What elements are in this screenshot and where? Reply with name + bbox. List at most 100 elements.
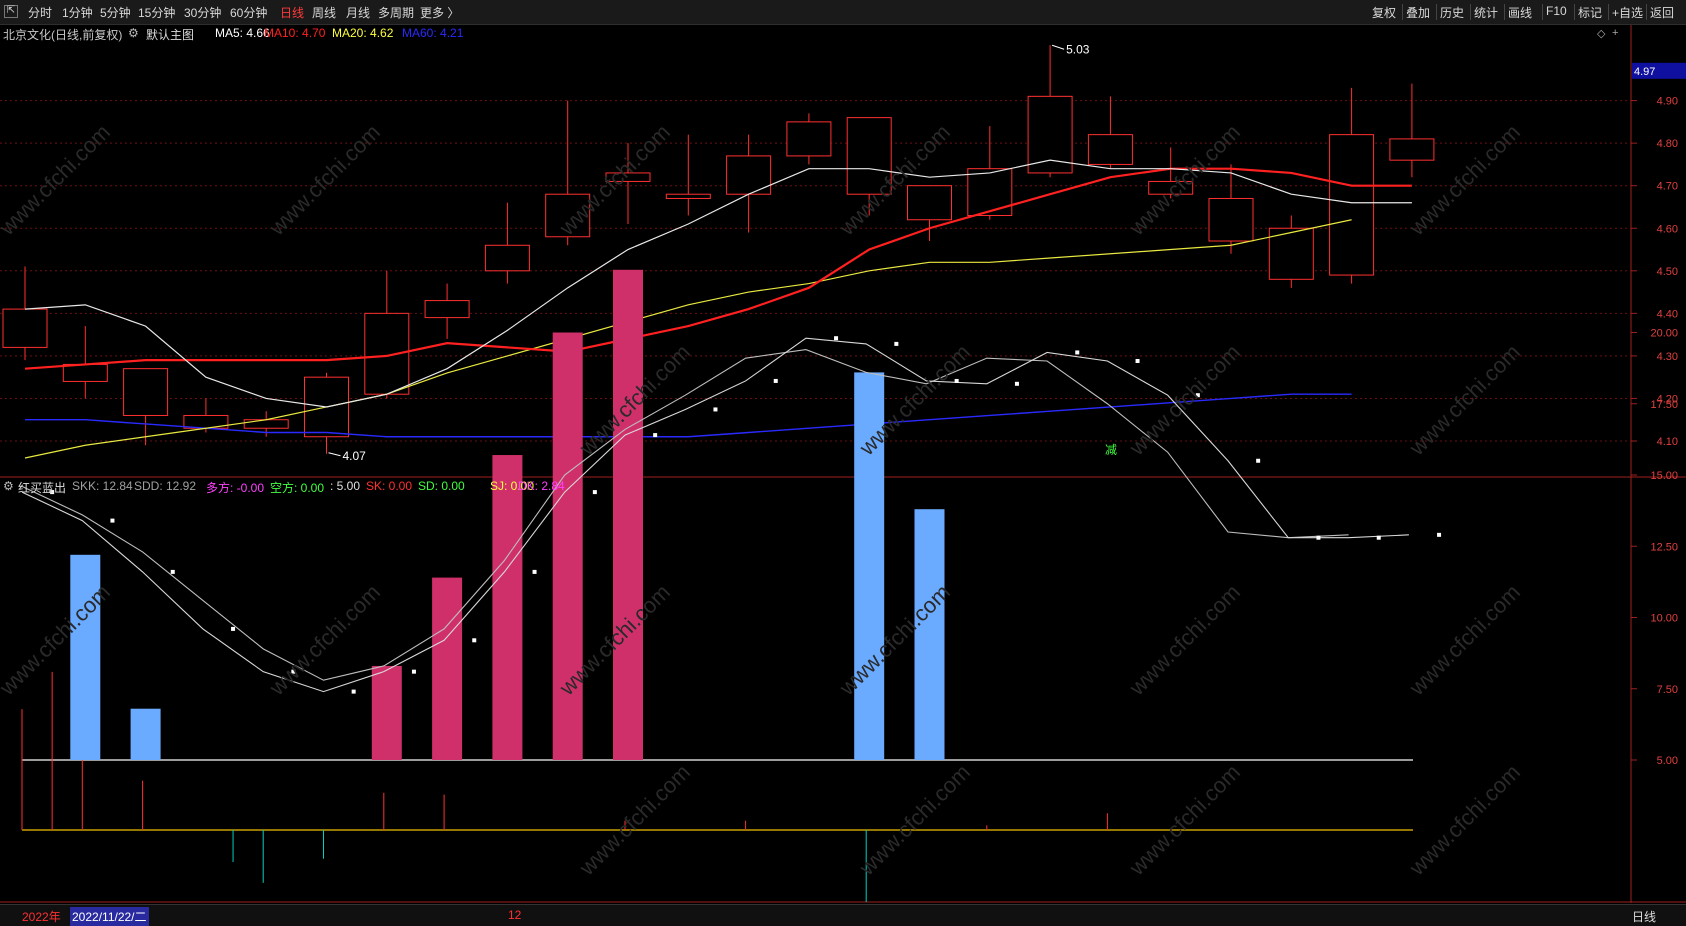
candle-body bbox=[786, 121, 832, 157]
candle-body bbox=[1389, 138, 1435, 161]
ma-label-1: MA10: 4.70 bbox=[264, 26, 326, 40]
sub-y-tick-label: 10.00 bbox=[1650, 613, 1678, 625]
candle-body bbox=[545, 193, 591, 238]
period-tab-10[interactable]: 更多 〉 bbox=[420, 6, 460, 20]
sdd-marker bbox=[1014, 381, 1019, 386]
toolbar-separator bbox=[1504, 4, 1505, 20]
watermark: www.cfchi.com bbox=[264, 579, 385, 700]
watermark: www.cfchi.com bbox=[264, 119, 385, 240]
toolbar-button-5[interactable]: F10 bbox=[1546, 4, 1567, 18]
period-tab-8[interactable]: 月线 bbox=[346, 6, 371, 20]
candle-body bbox=[1148, 180, 1194, 195]
candle-body bbox=[1268, 227, 1314, 280]
candle-body bbox=[304, 376, 349, 438]
period-tab-1[interactable]: 1分钟 bbox=[62, 6, 93, 20]
period-tab-5[interactable]: 60分钟 bbox=[230, 6, 268, 20]
toolbar-button-1[interactable]: 叠加 bbox=[1406, 6, 1431, 20]
y-tick-label: 4.20 bbox=[1657, 393, 1678, 405]
sdd-marker bbox=[170, 569, 175, 574]
sdd-marker bbox=[653, 433, 658, 438]
chart-area[interactable]: 4.90 4.80 4.70 4.60 4.50 4.40 4.30 4.20 4.10 4.97… bbox=[0, 25, 1686, 903]
sub-value-3: 空方: 0.00 bbox=[270, 481, 325, 495]
sub-indicator-name[interactable]: 红买蓝出 bbox=[18, 481, 67, 495]
y-tick-label: 4.30 bbox=[1657, 351, 1678, 363]
toolbar-separator bbox=[1436, 4, 1437, 20]
signal-bar bbox=[70, 554, 101, 760]
add-icon[interactable]: + bbox=[1612, 27, 1619, 39]
y-tick-label: 4.60 bbox=[1657, 223, 1678, 235]
y-tick-label: 4.90 bbox=[1657, 96, 1678, 108]
period-tab-4[interactable]: 30分钟 bbox=[184, 6, 222, 20]
sdd-marker bbox=[894, 341, 899, 346]
current-price-box bbox=[1632, 62, 1686, 79]
sub-y-tick-label: 15.00 bbox=[1650, 470, 1678, 482]
sdd-marker bbox=[1075, 350, 1080, 355]
sdd-marker bbox=[532, 569, 537, 574]
candle-body bbox=[846, 117, 892, 195]
toolbar-separator bbox=[1542, 4, 1543, 20]
sdd-marker bbox=[1256, 458, 1261, 463]
sdd-marker bbox=[50, 490, 55, 495]
period-tab-9[interactable]: 多周期 bbox=[378, 6, 415, 20]
ma20-line bbox=[24, 219, 1352, 459]
indicator-name[interactable]: 默认主图 bbox=[146, 28, 195, 42]
month-label: 12 bbox=[508, 908, 522, 922]
sdd-line bbox=[21, 337, 1409, 693]
period-tab-6[interactable]: 日线 bbox=[280, 6, 305, 20]
candle-body bbox=[1329, 134, 1375, 276]
sub-value-1: SDD: 12.92 bbox=[134, 479, 197, 493]
sdd-marker bbox=[110, 518, 115, 523]
candle-body bbox=[484, 244, 530, 272]
period-tab-0[interactable]: 分时 bbox=[28, 6, 53, 20]
sub-y-tick-label: 5.00 bbox=[1657, 755, 1678, 767]
sub-settings-icon[interactable]: ⚙ bbox=[3, 479, 14, 493]
sub-value-2: 多方: -0.00 bbox=[206, 481, 265, 495]
settings-icon[interactable]: ⚙ bbox=[128, 26, 139, 40]
toolbar-button-2[interactable]: 历史 bbox=[1440, 6, 1465, 20]
sdd-marker bbox=[954, 378, 959, 383]
sub-value-5: SK: 0.00 bbox=[366, 479, 413, 493]
candle-body bbox=[2, 308, 48, 348]
signal-bar bbox=[552, 332, 583, 760]
diamond-icon[interactable]: ◇ bbox=[1597, 28, 1606, 40]
collapse-icon[interactable]: ⇱ bbox=[4, 5, 18, 18]
toolbar-button-0[interactable]: 复权 bbox=[1372, 6, 1397, 20]
high-arrow bbox=[1051, 44, 1065, 50]
sdd-marker bbox=[1316, 535, 1321, 540]
y-tick-label: 4.70 bbox=[1657, 181, 1678, 193]
toolbar-button-6[interactable]: 标记 bbox=[1578, 6, 1603, 20]
watermark: www.cfchi.com bbox=[1124, 579, 1245, 700]
signal-bar bbox=[613, 269, 643, 760]
sub-value-7: SJ: 0.00 bbox=[490, 479, 535, 493]
period-tab-2[interactable]: 5分钟 bbox=[100, 6, 131, 20]
signal-bar bbox=[492, 455, 523, 760]
sdd-marker bbox=[773, 378, 778, 383]
watermark: www.cfchi.com bbox=[574, 759, 695, 880]
watermark: www.cfchi.com bbox=[1404, 339, 1525, 460]
toolbar-button-3[interactable]: 统计 bbox=[1474, 6, 1499, 20]
ma-label-3: MA60: 4.21 bbox=[402, 26, 464, 40]
signal-bar bbox=[130, 708, 161, 760]
toolbar-button-4[interactable]: 画线 bbox=[1508, 6, 1533, 20]
sub-value-4: : 5.00 bbox=[330, 479, 361, 493]
toolbar-button-7[interactable]: +自选 bbox=[1612, 6, 1644, 20]
year-label: 2022年 bbox=[22, 910, 61, 924]
ma10-line bbox=[24, 167, 1412, 370]
toolbar-button-8[interactable]: 返回 bbox=[1650, 6, 1675, 20]
candle-body bbox=[907, 185, 952, 221]
sub-value-6: SD: 0.00 bbox=[418, 479, 465, 493]
ma-label-0: MA5: 4.66 bbox=[215, 26, 270, 40]
candle-body bbox=[62, 363, 108, 382]
candle-body bbox=[605, 172, 651, 182]
y-tick-label: 4.80 bbox=[1657, 138, 1678, 150]
period-tab-7[interactable]: 周线 bbox=[312, 6, 337, 20]
candle-body bbox=[665, 193, 711, 199]
period-tab-3[interactable]: 15分钟 bbox=[138, 6, 176, 20]
sub-y-tick-label: 17.50 bbox=[1650, 399, 1678, 411]
watermark: www.cfchi.com bbox=[854, 759, 975, 880]
sub-value-8: DK: 2.84 bbox=[518, 479, 565, 493]
watermark: www.cfchi.com bbox=[1404, 759, 1525, 880]
y-tick-label: 4.50 bbox=[1657, 266, 1678, 278]
sdd-marker bbox=[713, 407, 718, 412]
signal-marker: 减 bbox=[1105, 443, 1117, 457]
